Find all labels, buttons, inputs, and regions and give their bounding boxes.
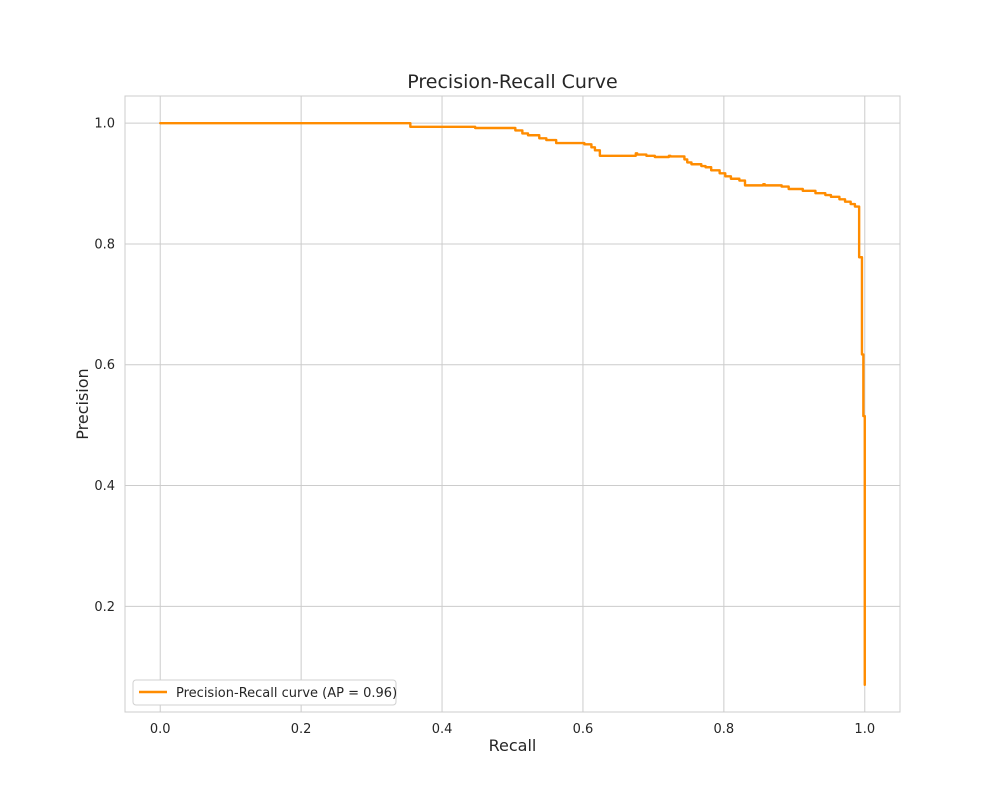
x-tick-labels: 0.0 0.2 0.4 0.6 0.8 1.0 (150, 722, 875, 737)
plot-frame (124, 95, 901, 713)
x-tick-label: 0.6 (573, 722, 594, 737)
y-tick-labels: 0.2 0.4 0.6 0.8 1.0 (94, 117, 115, 615)
y-tick-label: 1.0 (94, 117, 115, 132)
y-tick-label: 0.4 (94, 479, 115, 494)
x-tick-label: 0.2 (291, 722, 312, 737)
chart-title: Precision-Recall Curve (407, 71, 617, 93)
legend-box (132, 679, 397, 706)
y-tick-label: 0.6 (94, 358, 115, 373)
x-tick-label: 1.0 (854, 722, 875, 737)
grid (125, 96, 900, 712)
x-tick-label: 0.8 (714, 722, 735, 737)
legend: Precision-Recall curve (AP = 0.96) (132, 679, 397, 706)
x-tick-label: 0.4 (432, 722, 453, 737)
y-axis-label: Precision (73, 368, 92, 439)
series-line (159, 121, 866, 687)
x-tick-label: 0.0 (150, 722, 171, 737)
legend-label: Precision-Recall curve (AP = 0.96) (176, 686, 397, 701)
y-tick-label: 0.8 (94, 237, 115, 252)
x-axis-label: Recall (489, 736, 537, 755)
y-tick-label: 0.2 (94, 600, 115, 615)
series-lines (159, 121, 866, 687)
